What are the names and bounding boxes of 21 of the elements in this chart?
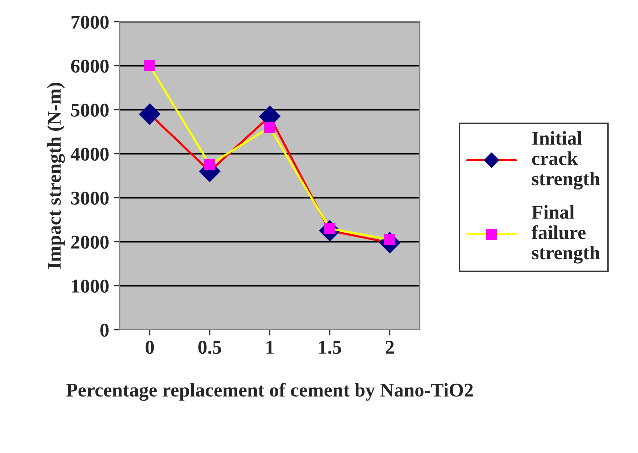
y-tick-label: 5000 (71, 104, 109, 117)
point (139, 104, 161, 125)
x-tick-label: 2 (386, 341, 394, 354)
legend-label: Final failure strength (532, 205, 600, 264)
y-tick-label: 3000 (71, 192, 109, 205)
x-axis-title: Percentage replacement of cement by Nano-TiO2 (66, 383, 474, 402)
y-tick-label: 1000 (72, 280, 109, 293)
x-tick-label: 1 (266, 341, 274, 354)
x-tick-label: 0 (146, 340, 154, 354)
y-tick-label: 0 (100, 324, 109, 337)
y-tick-label: 4000 (70, 148, 109, 161)
y-tick-label: 2000 (72, 236, 109, 249)
point (204, 159, 216, 171)
y-tick-label: 7000 (72, 16, 109, 29)
point (264, 122, 276, 134)
legend-label: Initial crack strength (532, 131, 600, 190)
y-tick-label: 6000 (71, 60, 109, 73)
y-axis-title: Impact strength (N-m) (47, 83, 66, 270)
point (144, 60, 156, 72)
x-tick-label: 0.5 (198, 340, 222, 354)
x-tick-label: 1.5 (319, 341, 342, 354)
